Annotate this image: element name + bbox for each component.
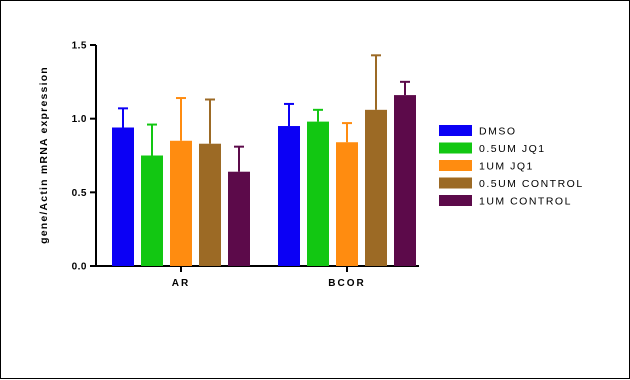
bars-group	[112, 54, 416, 267]
y-axis-label: gene/Actin mRNA expression	[38, 66, 50, 244]
x-category-label: BCOR	[328, 278, 365, 289]
legend-label: 0.5UM CONTROL	[479, 178, 584, 190]
bar	[199, 143, 221, 266]
legend-swatch	[439, 177, 472, 189]
y-tick-label: 1.5	[72, 41, 87, 52]
bar	[336, 142, 358, 266]
legend-label: 0.5UM JQ1	[479, 143, 546, 155]
y-tick-label: 1.0	[72, 114, 87, 125]
legend-label: 1UM CONTROL	[479, 196, 572, 208]
legend-swatch	[439, 160, 472, 171]
bar	[112, 127, 134, 266]
bar	[394, 95, 416, 267]
y-tick-label: 0.5	[72, 188, 87, 199]
legend-label: 1UM JQ1	[479, 161, 534, 173]
bar	[228, 171, 250, 266]
x-category-label: AR	[172, 278, 190, 289]
bar	[278, 126, 300, 267]
y-tick-label: 0.0	[72, 262, 87, 273]
legend: DMSO 0.5UM JQ1 1UM JQ1 0.5UM CONTROL 1UM CON…	[439, 125, 584, 208]
legend-swatch	[439, 142, 472, 154]
legend-swatch	[439, 195, 472, 206]
bar	[141, 155, 163, 266]
bar	[365, 109, 387, 267]
bar	[170, 140, 192, 266]
legend-label: DMSO	[479, 126, 517, 138]
bar	[307, 121, 329, 266]
legend-swatch	[439, 125, 472, 136]
